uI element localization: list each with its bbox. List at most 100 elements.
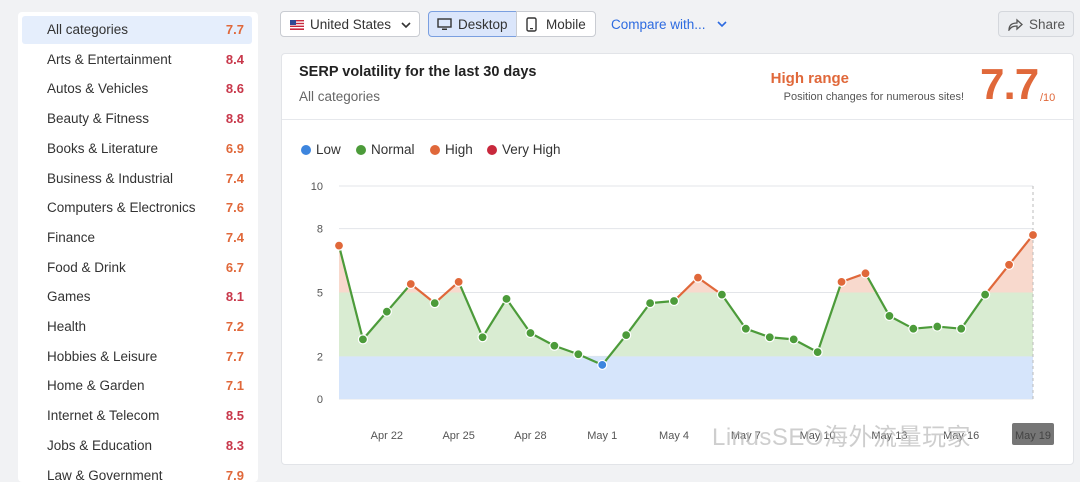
category-score: 7.4	[226, 230, 244, 245]
category-score: 8.1	[226, 289, 244, 304]
data-point	[430, 299, 439, 308]
category-label: Games	[47, 289, 91, 304]
data-point	[478, 333, 487, 342]
toolbar: United States Desktop Mobile Compare wit…	[280, 11, 1074, 39]
data-point	[861, 269, 870, 278]
data-point	[1029, 230, 1038, 239]
sidebar-category-item[interactable]: Hobbies & Leisure 7.7	[22, 343, 252, 371]
category-label: Finance	[47, 230, 95, 245]
sidebar-category-item[interactable]: Autos & Vehicles 8.6	[22, 75, 252, 103]
sidebar-category-item[interactable]: Games 8.1	[22, 283, 252, 311]
category-score: 8.6	[226, 81, 244, 96]
category-label: Food & Drink	[47, 260, 126, 275]
sidebar-category-item[interactable]: Beauty & Fitness 8.8	[22, 105, 252, 133]
data-point	[622, 331, 631, 340]
mobile-button[interactable]: Mobile	[516, 11, 596, 37]
category-score: 7.2	[226, 319, 244, 334]
sidebar-category-item[interactable]: Books & Literature 6.9	[22, 135, 252, 163]
data-point	[837, 277, 846, 286]
sidebar-category-item[interactable]: Health 7.2	[22, 313, 252, 341]
sidebar-category-item[interactable]: Business & Industrial 7.4	[22, 165, 252, 193]
category-label: Internet & Telecom	[47, 408, 159, 423]
data-point	[885, 311, 894, 320]
x-tick-label: Apr 25	[442, 430, 474, 442]
sidebar-category-item[interactable]: Finance 7.4	[22, 224, 252, 252]
data-point	[670, 297, 679, 306]
category-label: Business & Industrial	[47, 171, 173, 186]
category-label: Autos & Vehicles	[47, 81, 148, 96]
y-tick-label: 5	[317, 288, 323, 300]
y-tick-label: 0	[317, 394, 323, 406]
sidebar-category-item[interactable]: Computers & Electronics 7.6	[22, 194, 252, 222]
us-flag-icon	[290, 20, 304, 30]
category-label: All categories	[47, 22, 128, 37]
data-point	[741, 324, 750, 333]
category-score: 8.5	[226, 408, 244, 423]
data-point	[550, 341, 559, 350]
data-point	[933, 322, 942, 331]
data-point	[502, 294, 511, 303]
sidebar-category-item[interactable]: All categories 7.7	[22, 16, 252, 44]
x-tick-label: Apr 22	[371, 430, 403, 442]
desktop-button[interactable]: Desktop	[428, 11, 517, 37]
x-tick-label: Apr 28	[514, 430, 546, 442]
sidebar-category-item[interactable]: Food & Drink 6.7	[22, 254, 252, 282]
watermark-badge	[1012, 423, 1054, 445]
data-point	[1005, 260, 1014, 269]
compare-label: Compare with...	[611, 17, 706, 32]
sidebar-category-item[interactable]: Jobs & Education 8.3	[22, 432, 252, 460]
data-point	[957, 324, 966, 333]
chevron-down-icon	[717, 20, 727, 28]
data-point	[406, 279, 415, 288]
sidebar-category-item[interactable]: Internet & Telecom 8.5	[22, 402, 252, 430]
share-icon	[1007, 18, 1023, 31]
data-point	[598, 360, 607, 369]
share-button[interactable]: Share	[998, 11, 1074, 37]
chevron-down-icon	[401, 21, 411, 29]
category-label: Hobbies & Leisure	[47, 349, 157, 364]
compare-with-dropdown[interactable]: Compare with...	[611, 17, 727, 32]
category-label: Health	[47, 319, 86, 334]
category-label: Jobs & Education	[47, 438, 152, 453]
data-point	[454, 277, 463, 286]
data-point	[693, 273, 702, 282]
mobile-icon	[526, 17, 537, 32]
category-score: 7.7	[226, 349, 244, 364]
category-score: 8.4	[226, 52, 244, 67]
country-label: United States	[310, 17, 391, 32]
normal-band-fill	[339, 293, 1033, 357]
category-label: Computers & Electronics	[47, 200, 196, 215]
category-score: 6.7	[226, 260, 244, 275]
category-score: 6.9	[226, 141, 244, 156]
category-score: 8.8	[226, 111, 244, 126]
high-band-fill	[339, 186, 1033, 293]
category-label: Law & Government	[47, 468, 163, 482]
share-label: Share	[1029, 17, 1065, 32]
data-point	[358, 335, 367, 344]
data-point	[382, 307, 391, 316]
x-tick-label: May 1	[587, 430, 617, 442]
y-tick-label: 10	[311, 181, 323, 193]
data-point	[813, 348, 822, 357]
data-point	[789, 335, 798, 344]
y-tick-label: 2	[317, 351, 323, 363]
data-point	[335, 241, 344, 250]
category-score: 7.4	[226, 171, 244, 186]
low-band-fill	[339, 356, 1033, 399]
category-score: 7.7	[226, 22, 244, 37]
data-point	[646, 299, 655, 308]
desktop-icon	[437, 18, 452, 31]
category-score: 8.3	[226, 438, 244, 453]
category-label: Beauty & Fitness	[47, 111, 149, 126]
category-score: 7.6	[226, 200, 244, 215]
mobile-label: Mobile	[546, 17, 586, 32]
country-select[interactable]: United States	[280, 11, 420, 37]
category-score: 7.1	[226, 378, 244, 393]
watermark-text: LinusSEO海外流量玩家	[712, 417, 971, 452]
category-label: Books & Literature	[47, 141, 158, 156]
